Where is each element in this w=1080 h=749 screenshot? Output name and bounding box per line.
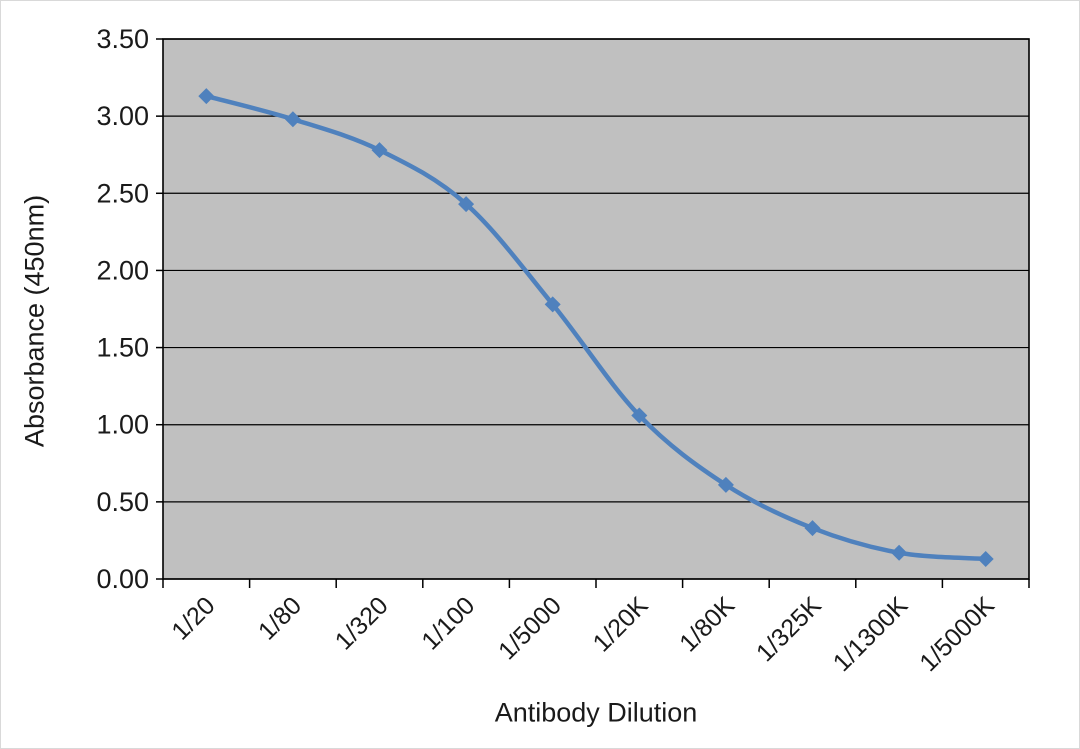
data-marker — [891, 544, 908, 561]
y-tick-label: 3.50 — [96, 24, 149, 54]
x-tick-label: 1/325K — [751, 591, 827, 667]
x-tick-label: 1/80 — [253, 591, 307, 645]
x-tick-label: 1/100 — [416, 591, 480, 655]
x-tick-label: 1/20 — [166, 591, 220, 645]
y-tick-label: 0.50 — [96, 487, 149, 517]
y-tick-label: 1.00 — [96, 410, 149, 440]
x-tick-label: 1/20K — [588, 591, 654, 657]
y-axis-title: Absorbance (450nm) — [19, 194, 50, 448]
plot-border — [162, 38, 1030, 580]
data-marker — [544, 296, 561, 313]
y-tick-label: 0.00 — [96, 564, 149, 594]
x-tick-label: 1/1300K — [828, 591, 914, 677]
x-tick-label: 1/5000 — [493, 591, 567, 665]
data-marker — [198, 88, 215, 105]
x-axis-title: Antibody Dilution — [494, 697, 698, 728]
data-marker — [804, 520, 821, 537]
data-marker — [284, 111, 301, 128]
plot-area — [163, 39, 1029, 579]
y-tick-label: 2.00 — [96, 255, 149, 285]
x-tick-label: 1/320 — [330, 591, 394, 655]
data-line — [204, 93, 988, 562]
y-tick-label: 3.00 — [96, 101, 149, 131]
data-marker — [717, 476, 734, 493]
data-marker — [631, 407, 648, 424]
x-tick-label: 1/5000K — [914, 591, 1000, 677]
x-tick-label: 1/80K — [674, 591, 740, 657]
data-marker — [458, 196, 475, 213]
data-marker — [977, 550, 994, 567]
data-marker — [371, 142, 388, 159]
y-tick-label: 2.50 — [96, 178, 149, 208]
y-tick-label: 1.50 — [96, 333, 149, 363]
